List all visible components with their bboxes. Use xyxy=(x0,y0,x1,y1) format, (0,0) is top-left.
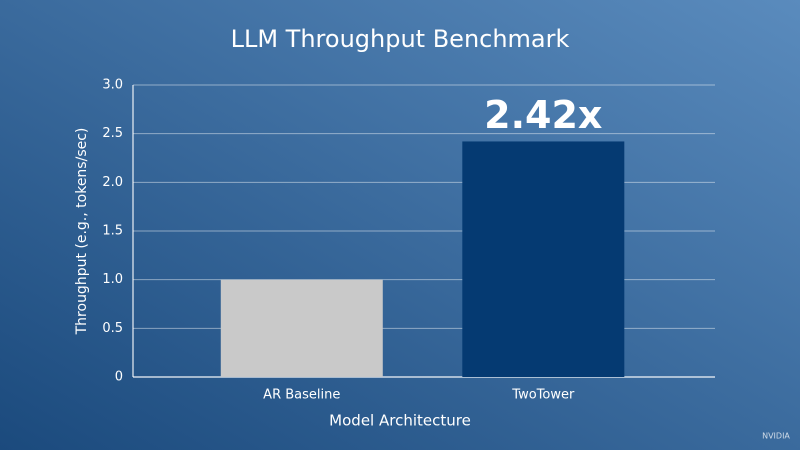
x-tick-label: TwoTower xyxy=(511,388,575,403)
bar xyxy=(462,141,625,377)
y-axis-title: Throughput (e.g., tokens/sec) xyxy=(74,128,90,336)
chart-title: LLM Throughput Benchmark xyxy=(231,25,570,53)
y-tick-label: 1.0 xyxy=(102,272,123,287)
bar xyxy=(220,279,383,377)
y-tick-label: 0 xyxy=(115,370,123,385)
y-tick-label: 2.0 xyxy=(102,175,123,190)
x-tick-label: AR Baseline xyxy=(263,388,340,403)
x-axis-title: Model Architecture xyxy=(329,412,471,430)
y-tick-label: 2.5 xyxy=(102,126,123,141)
value-label: 2.42x xyxy=(484,93,602,137)
y-tick-label: 1.5 xyxy=(102,224,123,239)
watermark: NVIDIA xyxy=(762,432,790,441)
y-tick-label: 3.0 xyxy=(102,78,123,93)
y-tick-label: 0.5 xyxy=(102,321,123,336)
